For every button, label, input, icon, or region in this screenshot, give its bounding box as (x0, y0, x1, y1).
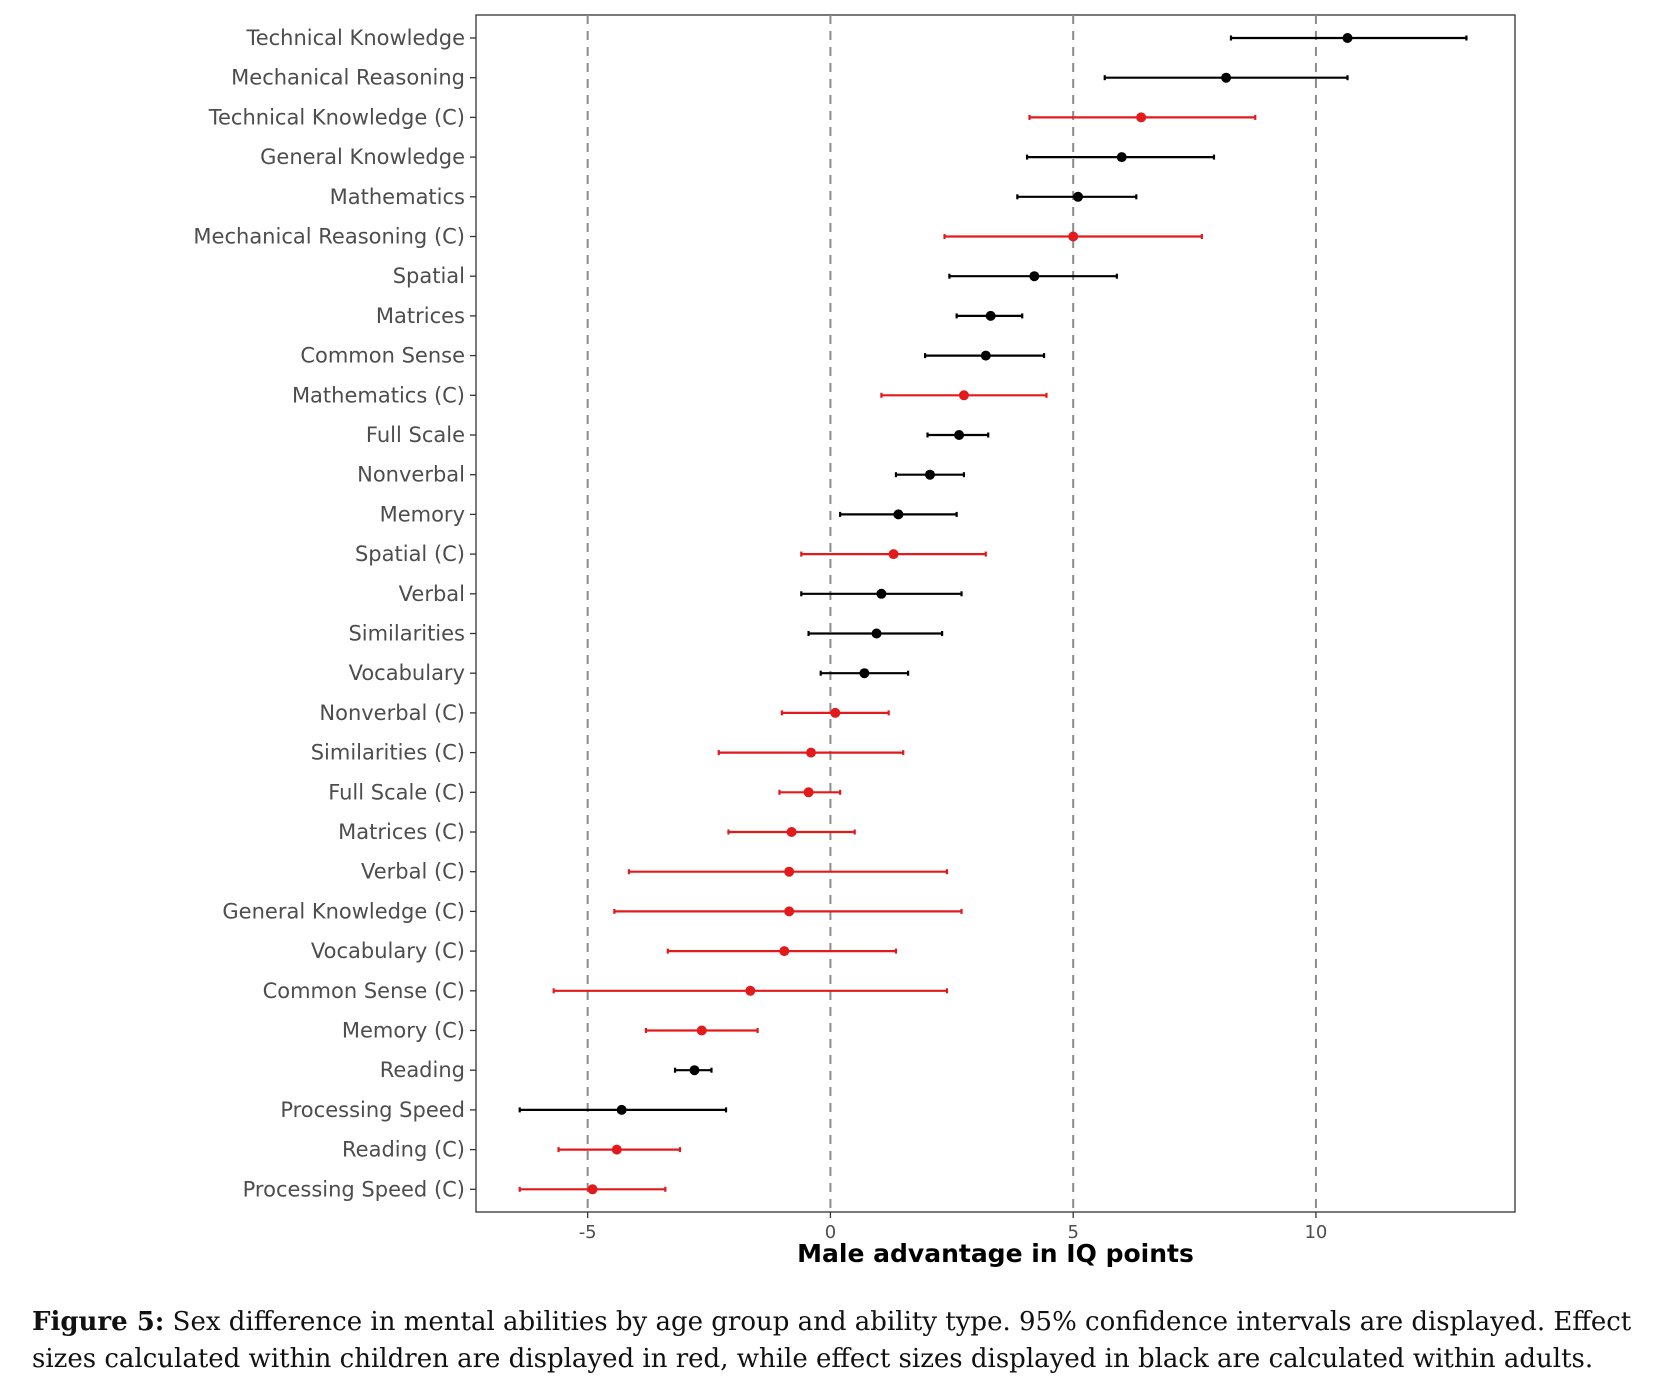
caption-text: Sex difference in mental abilities by ag… (32, 1307, 1632, 1374)
row-label: Common Sense (300, 344, 465, 368)
row-label: Mechanical Reasoning (C) (193, 225, 465, 249)
point-estimate (616, 1104, 627, 1115)
x-axis: -5 0 5 10 (579, 1212, 1327, 1243)
row-label: Nonverbal (C) (319, 701, 465, 725)
row-label: General Knowledge (C) (222, 899, 465, 923)
point-estimate (611, 1144, 622, 1155)
row-label: Reading (380, 1058, 465, 1082)
point-estimate (1221, 72, 1232, 83)
point-estimate (958, 390, 969, 401)
row-label: Full Scale (C) (328, 780, 465, 804)
x-tick-label: 5 (1067, 1222, 1078, 1243)
point-estimate (888, 549, 899, 560)
figure-caption: Figure 5: Sex difference in mental abili… (32, 1304, 1652, 1378)
point-estimate (784, 906, 795, 917)
point-estimate (876, 588, 887, 599)
row-label: Mechanical Reasoning (231, 66, 465, 90)
x-tick-label: 0 (825, 1222, 836, 1243)
x-axis-title: Male advantage in IQ points (797, 1239, 1194, 1268)
caption-label: Figure 5: (32, 1307, 165, 1337)
row-label: Verbal (399, 582, 465, 606)
row-label: Similarities (348, 622, 465, 646)
row-label: General Knowledge (260, 145, 465, 169)
point-estimate (871, 628, 882, 639)
row-label: Vocabulary (C) (311, 939, 465, 963)
point-estimate (954, 430, 965, 440)
point-estimate (803, 787, 814, 798)
point-estimate (985, 310, 996, 321)
point-estimate (806, 747, 817, 758)
row-label: Full Scale (366, 423, 465, 447)
point-estimate (779, 946, 790, 957)
point-estimate (696, 1025, 707, 1036)
row-label: Spatial (393, 264, 465, 288)
point-estimate (893, 509, 904, 520)
row-label: Technical Knowledge (C) (208, 105, 465, 129)
point-estimate (859, 668, 870, 679)
reference-lines (586, 15, 1317, 1212)
row-label: Vocabulary (349, 661, 465, 685)
point-estimate (587, 1184, 598, 1195)
row-label: Mathematics (330, 185, 465, 209)
forest-plot: Technical Knowledge Mechanical Reasoning T… (193, 14, 1516, 1268)
point-estimate (1342, 33, 1353, 43)
x-tick-label: -5 (579, 1222, 597, 1243)
y-axis: Technical Knowledge Mechanical Reasoning T… (193, 26, 476, 1201)
row-label: Mathematics (C) (292, 383, 465, 407)
point-estimate (689, 1065, 700, 1076)
point-estimate (924, 469, 935, 480)
row-label: Processing Speed (C) (243, 1177, 465, 1201)
point-estimate (784, 866, 795, 877)
row-label: Matrices (C) (338, 820, 465, 844)
point-estimate (1136, 112, 1147, 123)
row-label: Reading (C) (342, 1138, 465, 1162)
row-label: Spatial (C) (355, 542, 465, 566)
point-estimate (1029, 271, 1040, 282)
point-estimate (830, 707, 841, 718)
point-estimate (1073, 191, 1084, 202)
row-label: Matrices (376, 304, 465, 328)
row-label: Technical Knowledge (245, 26, 465, 50)
point-estimate (786, 827, 797, 837)
x-tick-label: 10 (1304, 1222, 1327, 1243)
row-label: Memory (C) (342, 1019, 465, 1043)
row-label: Processing Speed (280, 1098, 465, 1122)
row-label: Common Sense (C) (263, 979, 465, 1003)
effect-size-marks (518, 33, 1468, 1195)
point-estimate (1116, 152, 1127, 163)
row-label: Similarities (C) (311, 741, 465, 765)
row-label: Nonverbal (357, 463, 465, 487)
point-estimate (1068, 231, 1079, 242)
row-label: Memory (380, 502, 465, 526)
row-label: Verbal (C) (361, 860, 465, 884)
plot-panel (475, 14, 1516, 1213)
point-estimate (745, 985, 756, 996)
point-estimate (980, 350, 991, 361)
